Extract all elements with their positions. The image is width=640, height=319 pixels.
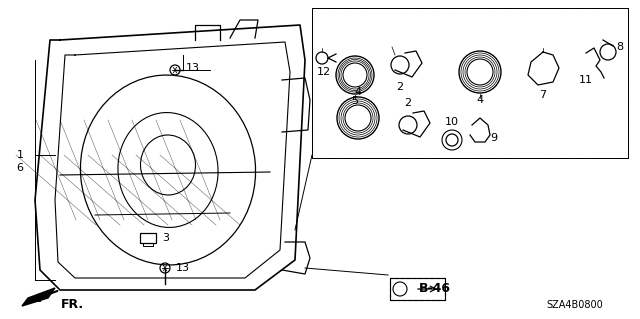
Bar (140, 233, 156, 243)
Text: 6: 6 (17, 163, 24, 173)
Bar (143, 243, 153, 246)
Text: 11: 11 (579, 75, 593, 85)
Text: 1: 1 (17, 150, 24, 160)
Text: B-46: B-46 (419, 281, 451, 294)
Text: 9: 9 (490, 133, 497, 143)
Text: 2: 2 (396, 82, 404, 92)
Text: 8: 8 (616, 42, 623, 52)
Bar (390, 278, 445, 300)
Text: 12: 12 (317, 67, 331, 77)
Text: 2: 2 (404, 98, 412, 108)
Bar (312, 8, 628, 158)
Text: 13: 13 (186, 63, 200, 73)
Text: 10: 10 (445, 117, 459, 127)
Polygon shape (22, 288, 55, 306)
Text: FR.: FR. (60, 299, 84, 311)
Text: 7: 7 (540, 90, 547, 100)
Text: SZA4B0800: SZA4B0800 (547, 300, 604, 310)
Bar (390, 278, 445, 300)
Text: 4: 4 (355, 87, 362, 97)
Bar (312, 8, 628, 158)
Text: 5: 5 (351, 96, 358, 106)
Text: 13: 13 (176, 263, 190, 273)
Text: 3: 3 (163, 233, 170, 243)
Text: 4: 4 (476, 95, 484, 105)
